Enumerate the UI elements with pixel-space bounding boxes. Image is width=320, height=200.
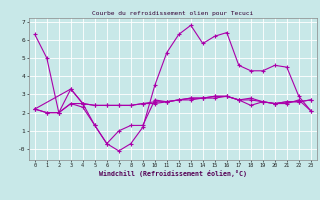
X-axis label: Windchill (Refroidissement éolien,°C): Windchill (Refroidissement éolien,°C) [99,170,247,177]
Title: Courbe du refroidissement olien pour Tecuci: Courbe du refroidissement olien pour Tec… [92,11,253,16]
